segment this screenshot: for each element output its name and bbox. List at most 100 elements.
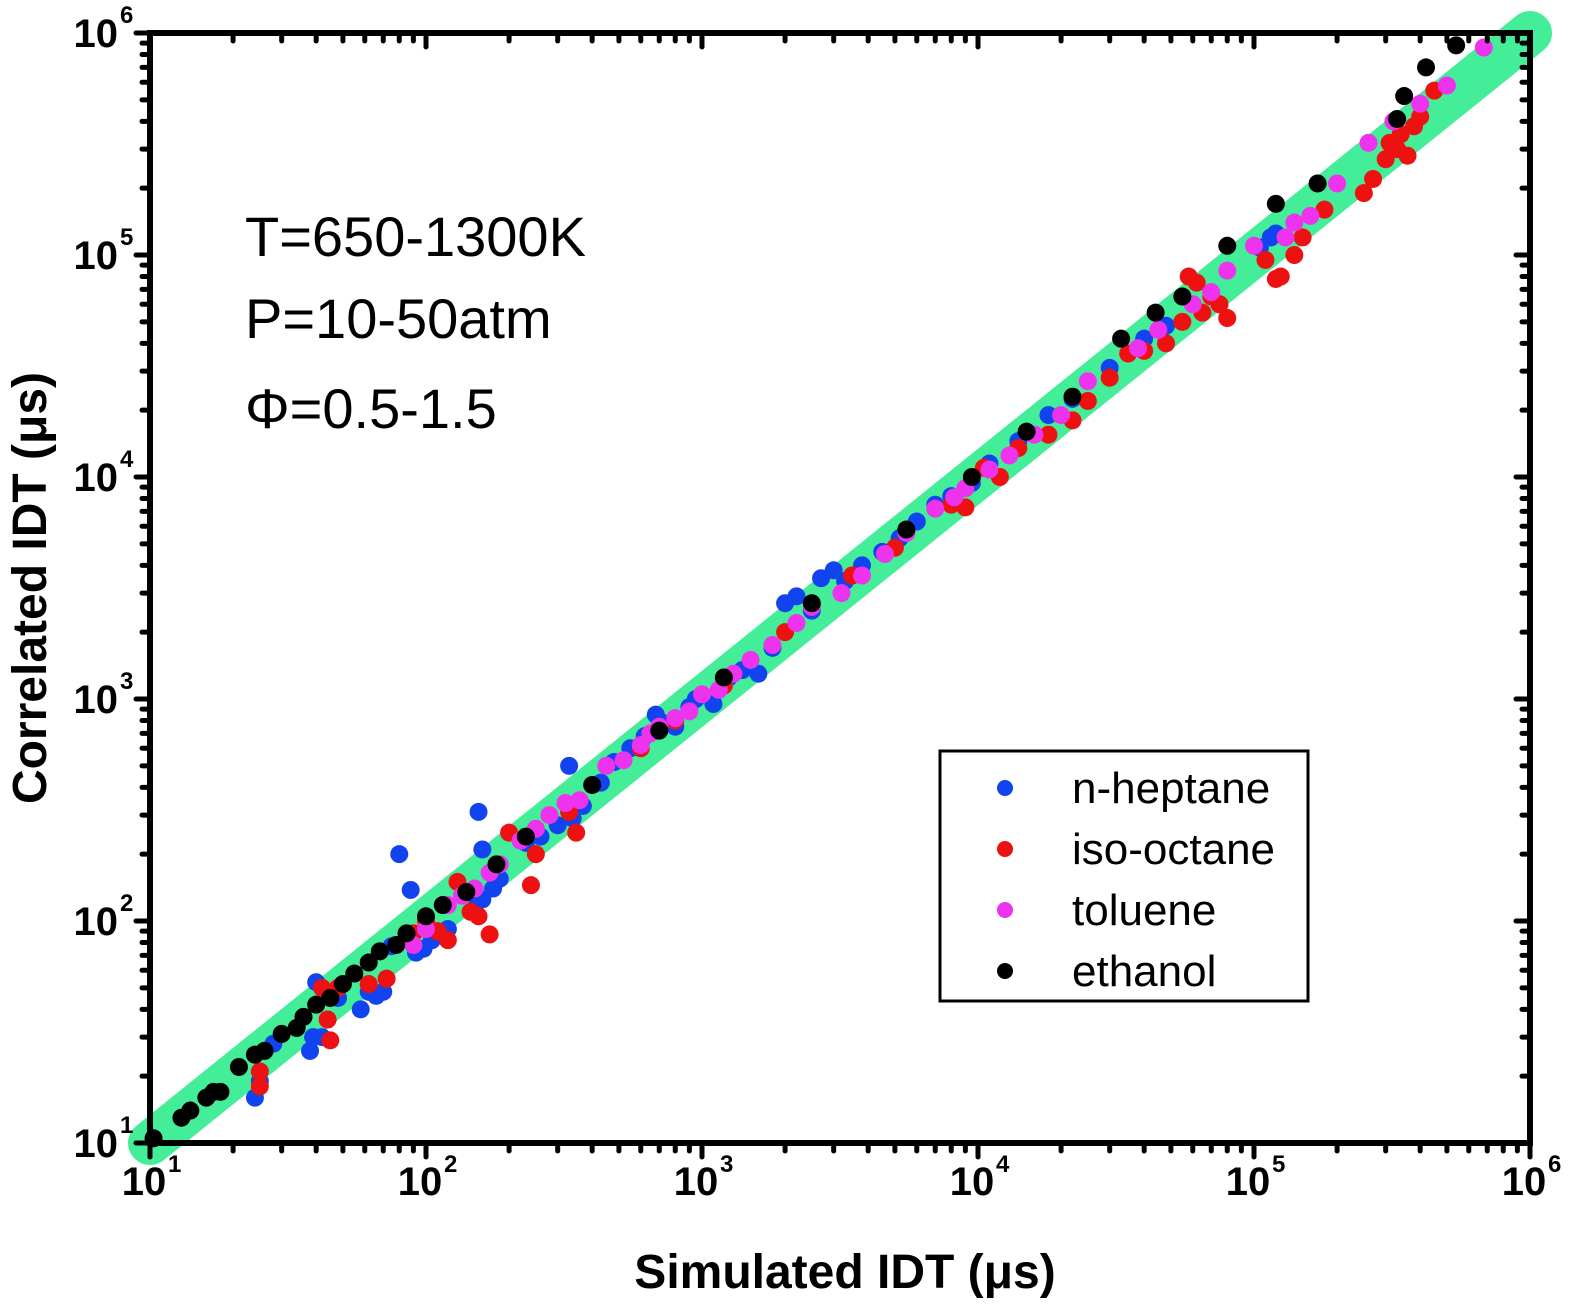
legend-marker	[997, 963, 1013, 979]
data-point	[469, 802, 488, 821]
x-tick-label-exponent: 5	[1272, 1151, 1285, 1178]
data-point	[897, 520, 916, 539]
data-point	[438, 931, 457, 950]
data-point	[417, 907, 435, 926]
legend-label: ethanol	[1072, 947, 1216, 996]
data-point	[980, 460, 999, 479]
data-point	[480, 925, 499, 944]
data-point	[693, 685, 711, 704]
legend-label: iso-octane	[1072, 825, 1275, 874]
y-tick-label-exponent: 6	[120, 2, 133, 29]
data-point	[1063, 387, 1082, 406]
data-point	[1364, 169, 1383, 188]
data-point	[1285, 246, 1304, 264]
data-point	[1359, 133, 1378, 152]
y-tick-label-exponent: 5	[120, 224, 133, 251]
legend-item-n-heptane: n-heptane	[997, 764, 1270, 813]
data-point	[401, 880, 420, 899]
plot-frame	[147, 30, 1533, 1146]
axes-layer	[133, 30, 1533, 1160]
data-point	[272, 1024, 291, 1043]
data-point	[1395, 87, 1414, 106]
annotation-temperature: T=650-1300K	[245, 205, 586, 268]
data-point	[1187, 273, 1206, 292]
data-point	[1218, 309, 1237, 328]
x-tick-label-exponent: 4	[996, 1151, 1010, 1178]
data-point	[1146, 303, 1165, 322]
data-point	[301, 1041, 320, 1060]
data-point	[1052, 406, 1071, 425]
data-point	[1000, 446, 1019, 465]
x-tick-label-exponent: 3	[720, 1151, 733, 1178]
data-point	[345, 964, 364, 983]
data-point	[1256, 250, 1275, 269]
y-tick-label: 10	[74, 1122, 119, 1166]
data-point	[377, 969, 396, 988]
data-point	[1218, 236, 1237, 255]
data-point	[749, 664, 768, 683]
data-point	[1474, 38, 1493, 57]
y-axis-title: Correlated IDT (μs)	[4, 372, 57, 804]
data-point	[250, 1077, 269, 1096]
data-point	[1447, 36, 1466, 55]
data-point	[560, 756, 579, 775]
data-point	[307, 995, 326, 1014]
data-point	[250, 1062, 269, 1081]
data-point	[1112, 329, 1131, 348]
data-point	[1266, 194, 1285, 213]
data-point	[926, 499, 945, 518]
data-point	[962, 468, 981, 486]
data-point	[1078, 372, 1097, 391]
data-point	[1437, 76, 1456, 95]
legend: n-heptane iso-octane toluene ethanol	[938, 749, 1310, 1003]
y-tick-label-exponent: 4	[120, 446, 134, 473]
data-points-layer	[144, 36, 1493, 1148]
data-point	[1398, 146, 1417, 165]
legend-label: n-heptane	[1072, 764, 1270, 813]
data-point	[1173, 287, 1192, 306]
data-point	[666, 709, 685, 728]
x-tick-label-exponent: 6	[1548, 1151, 1561, 1178]
data-point	[1078, 391, 1097, 410]
data-point	[521, 876, 540, 895]
data-point	[457, 883, 476, 902]
data-point	[614, 751, 633, 770]
annotation-equivalence-ratio: Φ=0.5-1.5	[245, 377, 497, 440]
data-point	[583, 775, 602, 794]
data-point	[1308, 174, 1327, 193]
data-point	[1202, 283, 1221, 302]
annotation-pressure: P=10-50atm	[245, 287, 552, 350]
y-tick-label: 10	[74, 678, 119, 722]
data-point	[351, 1000, 370, 1019]
series-ethanol	[144, 36, 1466, 1148]
data-point	[473, 840, 492, 859]
x-tick-label: 10	[950, 1160, 995, 1204]
data-point	[556, 794, 575, 813]
legend-item-ethanol: ethanol	[997, 947, 1216, 996]
data-point	[433, 896, 452, 915]
x-tick-label: 10	[1502, 1160, 1547, 1204]
data-point	[1285, 213, 1304, 232]
y-tick-label: 10	[74, 900, 119, 944]
data-point	[824, 561, 843, 580]
y-tick-label: 10	[74, 456, 119, 500]
data-point	[853, 566, 872, 585]
y-tick-label-exponent: 1	[120, 1112, 133, 1139]
y-tick-label: 10	[74, 234, 119, 278]
data-point	[1301, 206, 1320, 225]
legend-marker	[997, 841, 1013, 857]
data-point	[1354, 184, 1373, 203]
data-point	[1411, 107, 1430, 126]
data-point	[211, 1082, 230, 1101]
y-tick-label-exponent: 2	[120, 890, 133, 917]
legend-item-toluene: toluene	[997, 886, 1216, 935]
x-tick-label: 10	[398, 1160, 443, 1204]
data-point	[229, 1057, 248, 1076]
legend-item-iso-octane: iso-octane	[997, 825, 1275, 874]
x-axis-title: Simulated IDT (μs)	[634, 1246, 1055, 1299]
data-point	[1411, 94, 1430, 113]
data-point	[1017, 422, 1036, 441]
data-point	[321, 1031, 340, 1050]
data-point	[714, 668, 733, 687]
